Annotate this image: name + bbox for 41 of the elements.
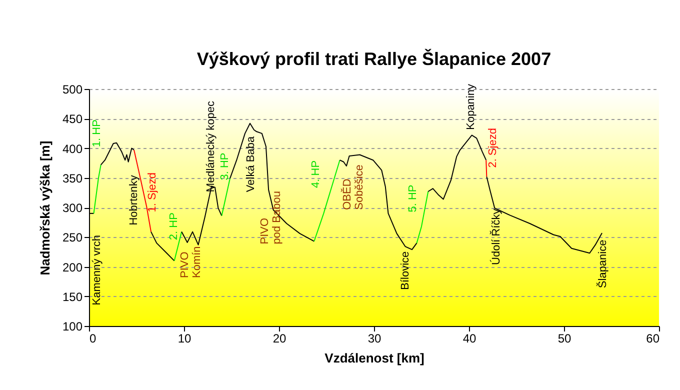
x-tick-label: 30	[368, 332, 382, 346]
annotation: Šlapanice	[596, 240, 609, 288]
y-tick-label: 450	[62, 112, 83, 126]
annotation: 1. HP	[91, 120, 104, 148]
annotation: PIVO Komín	[178, 246, 203, 278]
annotation: Medlánecký kopec	[205, 100, 218, 192]
line-series	[150, 231, 175, 262]
annotation: 4. HP	[310, 160, 322, 188]
line-series	[428, 134, 487, 200]
annotation: OBĚD Soběšice	[340, 164, 366, 210]
x-tick-label: 0	[90, 332, 96, 346]
x-tick-label: 10	[178, 332, 192, 346]
y-tick-label: 250	[62, 230, 83, 245]
y-tick-label: 100	[62, 320, 83, 334]
y-tick-label: 350	[62, 171, 83, 186]
annotation: PIVO pod Babou	[258, 191, 283, 244]
annotation: 2. Sjezd	[486, 128, 499, 168]
annotation: Hobrtenky	[128, 174, 140, 226]
line-series	[100, 142, 135, 166]
y-axis-title: Nadmořská výška [m]	[37, 140, 52, 276]
annotation: Kopaniny	[464, 84, 477, 130]
annotation: Velká Baba	[244, 136, 257, 192]
x-tick-label: 60	[646, 332, 660, 346]
annotation: 5. HP	[406, 184, 419, 212]
y-tick-label: 400	[62, 142, 83, 156]
y-tick-label: 300	[62, 201, 83, 215]
annotation: Bílovice	[399, 251, 412, 290]
y-tick-label: 500	[62, 82, 83, 96]
chart-title: Výškový profil trati Rallye Šlapanice 2007	[196, 48, 552, 69]
line-series	[339, 154, 418, 250]
annotation: 3. HP	[218, 152, 231, 180]
annotation: Údolí Říčky	[490, 208, 503, 265]
x-tick-label: 20	[272, 332, 286, 346]
annotation: Kamenný vrch	[91, 234, 104, 306]
annotation: 2. HP	[168, 212, 180, 240]
x-axis-title: Vzdálenost [km]	[324, 350, 424, 366]
y-tick-label: 150	[62, 290, 83, 304]
x-tick-label: 50	[558, 332, 572, 346]
x-tick-label: 40	[462, 332, 476, 346]
annotation: 1. Sjezd	[146, 172, 159, 212]
y-tick-label: 200	[62, 260, 83, 274]
